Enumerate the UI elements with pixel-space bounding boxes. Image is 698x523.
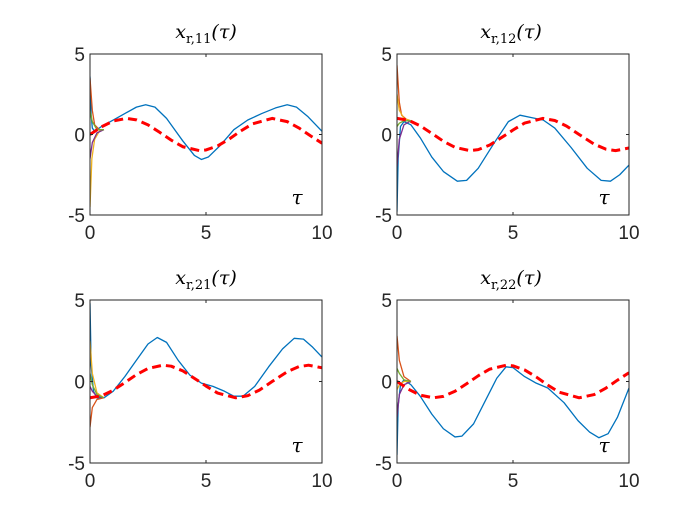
plot-background <box>90 54 322 215</box>
subplot-title: xr,12(τ) <box>480 21 542 47</box>
y-tick-label: -5 <box>375 454 392 475</box>
y-tick-label: 5 <box>74 291 85 312</box>
x-axis-tau-label: τ <box>291 185 303 209</box>
x-tick-label: 5 <box>508 223 519 244</box>
y-tick-label: 0 <box>74 126 85 147</box>
y-tick-label: -5 <box>375 206 392 227</box>
series-line-4 <box>90 386 105 399</box>
subplot-title: xr,21(τ) <box>175 267 237 293</box>
x-axis-tau-label: τ <box>291 433 303 457</box>
x-axis-tau-label: τ <box>598 185 610 209</box>
y-tick-label: 5 <box>74 45 85 66</box>
x-tick-label: 0 <box>85 223 96 244</box>
x-axis-tau-label: τ <box>598 433 610 457</box>
y-tick-label: 5 <box>381 45 392 66</box>
series-line-2 <box>397 335 412 383</box>
x-tick-label: 5 <box>201 471 212 492</box>
series-group <box>90 76 322 207</box>
reference-series-line <box>397 363 629 400</box>
series-line-4 <box>397 380 412 418</box>
y-tick-label: 0 <box>74 373 85 394</box>
series-group <box>397 335 629 455</box>
x-tick-label: 0 <box>392 223 403 244</box>
series-line-1 <box>90 76 322 161</box>
series-line-5 <box>397 368 412 383</box>
x-tick-label: 10 <box>311 223 332 244</box>
y-tick-label: 0 <box>381 373 392 394</box>
y-tick-label: -5 <box>68 454 85 475</box>
x-tick-label: 10 <box>618 471 639 492</box>
series-line-4 <box>90 129 105 159</box>
series-line-3 <box>90 340 105 399</box>
x-tick-label: 10 <box>618 223 639 244</box>
plot-background <box>90 300 322 463</box>
x-tick-label: 10 <box>311 471 332 492</box>
series-line-1 <box>397 366 629 455</box>
series-line-2 <box>90 397 105 428</box>
x-tick-label: 5 <box>201 223 212 244</box>
y-tick-label: 5 <box>381 291 392 312</box>
series-group <box>397 65 629 212</box>
x-tick-label: 0 <box>392 471 403 492</box>
reference-series-line <box>397 116 629 153</box>
series-line-5 <box>90 110 104 131</box>
reference-series-line <box>90 116 322 153</box>
plot-background <box>397 54 629 215</box>
series-line-5 <box>90 373 105 399</box>
x-tick-label: 0 <box>85 471 96 492</box>
subplot-title: xr,22(τ) <box>480 267 542 293</box>
series-line-4 <box>397 120 412 167</box>
y-tick-label: -5 <box>68 206 85 227</box>
plot-background <box>397 300 629 463</box>
series-line-5 <box>397 120 411 127</box>
series-group <box>90 303 322 428</box>
reference-series-line <box>90 363 322 400</box>
x-tick-label: 5 <box>508 471 519 492</box>
subplot-title: xr,11(τ) <box>175 21 237 47</box>
y-tick-label: 0 <box>381 126 392 147</box>
series-line-3 <box>397 94 412 122</box>
